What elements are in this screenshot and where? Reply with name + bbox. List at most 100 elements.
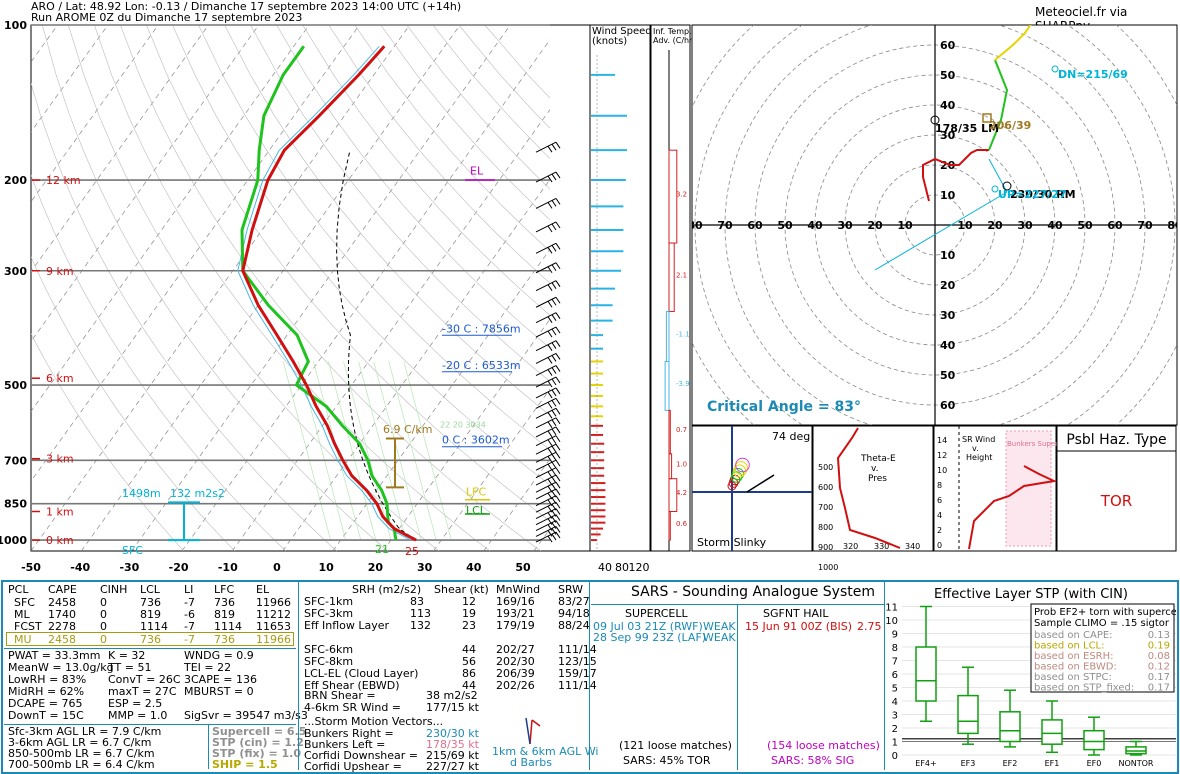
srwind-value: 177/15 kt	[426, 701, 479, 714]
param-right: SigSvr = 39547 m3/s3	[184, 709, 308, 722]
hodograph-x-tick: 10	[957, 219, 973, 232]
pressure-tick-label: 100	[4, 19, 27, 32]
windspeed-frame	[589, 24, 651, 552]
kin-srh: 132	[410, 619, 431, 632]
hodograph-ring-label: 50	[940, 69, 956, 82]
hodograph-trace	[994, 25, 1032, 61]
wind-barb-staff	[535, 508, 557, 519]
motion-label: Bunkers Left =	[304, 738, 386, 751]
param-cell: 11653	[256, 620, 291, 634]
wind-barb-feather	[555, 495, 561, 503]
stp-box	[915, 646, 937, 702]
wind-barb-feather	[547, 369, 553, 376]
param-left: LowRH = 83%	[8, 673, 87, 686]
wind-barb-feather	[551, 367, 557, 374]
composite-box	[208, 725, 295, 769]
divider	[298, 582, 299, 770]
wind-barb-staff	[535, 326, 557, 338]
wind-barb-staff	[535, 312, 557, 324]
temp-tick-label: -40	[70, 561, 90, 574]
wind-barb-feather	[551, 419, 557, 427]
isotherm-line	[231, 109, 550, 551]
el-label: EL	[470, 164, 484, 177]
wind-barb-feather	[551, 342, 557, 349]
wind-barb-staff	[535, 197, 557, 209]
stp-prob-box	[1030, 603, 1175, 693]
wind-barb-feather	[555, 141, 561, 149]
motion-value: 227/27 kt	[426, 760, 479, 773]
wind-barb-staff	[535, 501, 557, 513]
stp-prob-label: based on EBWD:	[1034, 662, 1117, 673]
kin-mnwind: 202/30	[496, 655, 535, 668]
wind-barb-staff	[535, 376, 557, 388]
wind-barb-feather	[555, 459, 561, 467]
param-right: WNDG = 0.9	[184, 649, 254, 662]
param-right: TEI = 22	[184, 661, 232, 674]
dewpoint-profile	[240, 45, 398, 541]
windspeed-units: (knots)	[592, 36, 627, 47]
wind-barb-staff	[535, 417, 557, 429]
wind-barb	[535, 514, 561, 526]
zero-label: 0 C : 3602m	[442, 434, 510, 447]
isotherm-line	[382, 318, 550, 551]
isotherm-line	[433, 388, 550, 551]
divider	[589, 582, 590, 770]
thetae-ytick: 900	[818, 543, 833, 552]
param-cell: ML	[14, 608, 30, 622]
stp-category: EF1	[1045, 759, 1060, 768]
param-left: DCAPE = 765	[8, 697, 83, 710]
mixing-line	[388, 361, 437, 541]
sars-supercell-pct: SARS: 45% TOR	[623, 754, 711, 767]
wind-barb-feather	[547, 202, 553, 209]
wind-barb-feather	[551, 223, 557, 231]
barb-staff-6km	[525, 717, 531, 745]
kin-label: SFC-1km	[304, 595, 354, 608]
isotherm-line	[31, 25, 411, 551]
lcl-label: LCL	[466, 504, 487, 517]
motion-label: Corfidi Upshear =	[304, 760, 402, 773]
hodograph-rm-vector	[988, 158, 1008, 193]
wind-barb-feather	[555, 312, 561, 319]
thetae-ytick: 600	[818, 483, 833, 492]
wind-barb-feather	[547, 330, 553, 338]
dry-adiabat	[224, 25, 550, 416]
tempadv-value: 4.2	[676, 489, 687, 497]
wind-barb-staff	[535, 340, 557, 352]
height-label: 12 km	[46, 174, 81, 187]
wind-barb-feather	[555, 443, 561, 451]
wind-barb-staff	[535, 387, 557, 399]
thetae-ytick: 500	[818, 463, 833, 472]
stp-category: EF4+	[915, 759, 936, 768]
param-cell: 736	[140, 632, 161, 646]
param-cell: -7	[184, 620, 195, 634]
thetae-xtick: 340	[905, 542, 920, 551]
mixing-line	[343, 361, 392, 541]
hodograph-ring-label: 20	[940, 279, 956, 292]
kin-mnwind: 179/19	[496, 619, 535, 632]
wind-barb-staff	[535, 467, 557, 479]
param-left: MidRH = 62%	[8, 685, 85, 698]
windspeed-tick: 120	[629, 561, 650, 574]
wind-barb-feather	[551, 454, 557, 461]
kin-label: Eff Inflow Layer	[304, 619, 390, 632]
wind-barb-feather	[547, 175, 553, 183]
slinky-circle	[728, 478, 739, 488]
hodograph-lm-label: 178/35 LM	[935, 122, 999, 135]
param-left: PWAT = 33.3mm	[8, 649, 101, 662]
wind-barb-feather	[555, 398, 561, 405]
pressure-tick-label: 700	[4, 454, 27, 467]
param-cell: 2458	[48, 596, 76, 609]
isotherm-line	[31, 25, 159, 203]
wind-barb-staff	[535, 365, 557, 377]
param-cell: 2458	[48, 632, 76, 646]
kin-shear: 44	[462, 643, 476, 656]
dry-adiabat	[94, 25, 490, 551]
composite-row: SHIP = 1.5	[212, 758, 278, 771]
stp-box	[957, 694, 979, 735]
tempadv-value: -1.1	[676, 331, 690, 339]
wind-barb	[535, 397, 561, 409]
tempadv-title-1: Inf. Temp.	[653, 27, 692, 36]
wind-barb-feather	[555, 365, 561, 372]
wind-barb	[535, 387, 561, 399]
kin-shear: 56	[462, 655, 476, 668]
